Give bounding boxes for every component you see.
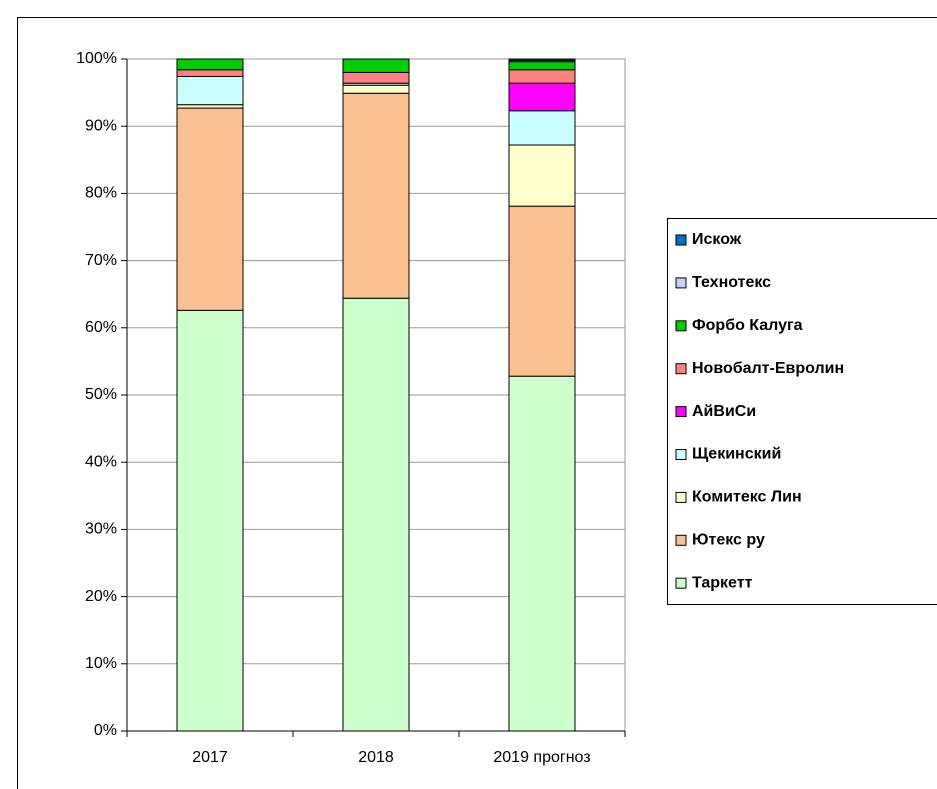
y-tick-label: 100% — [76, 50, 117, 67]
bar-segment — [508, 61, 576, 71]
y-tick-label: 20% — [85, 588, 117, 605]
y-tick-label: 70% — [85, 252, 117, 269]
legend-swatch — [675, 234, 687, 246]
y-tick-label: 80% — [85, 185, 117, 202]
legend-label: Таркетт — [692, 574, 753, 591]
legend-swatch — [675, 491, 687, 503]
y-tick-label: 90% — [85, 117, 117, 134]
legend-label: Искож — [692, 231, 742, 248]
bar-segment — [176, 58, 244, 71]
bar-segment — [342, 84, 410, 94]
legend-swatch — [675, 577, 687, 589]
bar-segment — [508, 58, 576, 61]
legend-label: Технотекс — [692, 274, 771, 291]
x-tick-label: 2017 — [192, 749, 228, 766]
bar-segment — [508, 375, 576, 732]
legend-label: Щекинский — [692, 446, 781, 463]
x-tick-label: 2019 прогноз — [493, 749, 590, 766]
legend-label: Ютекс ру — [692, 532, 765, 549]
bar-segment — [508, 82, 576, 112]
bar-segment — [176, 75, 244, 106]
y-tick-label: 30% — [85, 521, 117, 538]
bar-segment — [176, 309, 244, 732]
y-tick-label: 10% — [85, 655, 117, 672]
y-tick-label: 0% — [94, 722, 117, 739]
legend-swatch — [675, 534, 687, 546]
y-tick-label: 40% — [85, 453, 117, 470]
x-tick-label: 2018 — [358, 749, 394, 766]
y-tick-label: 60% — [85, 319, 117, 336]
bar-segment — [342, 58, 410, 73]
legend-label: Комитекс Лин — [692, 489, 802, 506]
bar-segment — [508, 205, 576, 377]
bar-segment — [176, 104, 244, 109]
legend-label: Новобалт-Евролин — [692, 360, 844, 377]
legend-swatch — [675, 449, 687, 460]
bar-segment — [176, 69, 244, 77]
bar-segment — [342, 71, 410, 84]
legend-swatch — [675, 277, 687, 289]
legend-swatch — [675, 363, 687, 375]
legend-label: АйВиСи — [692, 403, 756, 420]
bar-segment — [508, 69, 576, 84]
legend-swatch — [675, 320, 687, 332]
legend-swatch — [675, 406, 687, 418]
bar-segment — [342, 92, 410, 299]
legend-label: Форбо Калуга — [692, 317, 803, 334]
bar-segment — [176, 107, 244, 311]
bar-segment — [342, 297, 410, 732]
legend — [667, 218, 937, 605]
bar-segment — [508, 110, 576, 146]
y-tick-label: 50% — [85, 386, 117, 403]
bar-segment — [508, 144, 576, 207]
